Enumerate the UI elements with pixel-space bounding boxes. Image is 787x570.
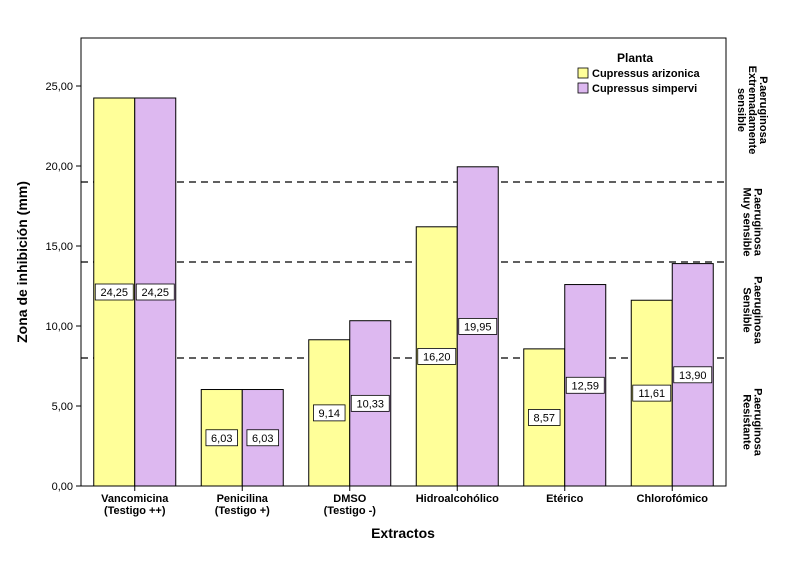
x-tick-label: Vancomicina (Testigo ++) (101, 493, 169, 517)
bar-value-label: 6,03 (252, 433, 273, 445)
bar-label-box (205, 429, 238, 447)
bar-value-label: 19,95 (464, 321, 492, 333)
x-tick-label: Chlorofómico (637, 493, 709, 505)
y-axis-title: Zona de inhibición (mm) (14, 181, 30, 343)
x-tick-label: Penicilina (Testigo +) (215, 493, 270, 517)
y-tick-label: 15,00 (45, 241, 73, 253)
plot-background (81, 38, 726, 486)
bar-value-label: 10,33 (356, 398, 384, 410)
x-tick-label: DMSO (Testigo -) (324, 493, 377, 517)
zone-label: P.aeruginosaSensible (741, 276, 764, 345)
bar-label-box (350, 394, 390, 412)
bar-value-label: 24,25 (100, 287, 128, 299)
bar-label-box (565, 376, 605, 394)
zone-label: P.aeruginosaExtremadamentesensible (735, 66, 769, 155)
y-tick-label: 0,00 (52, 481, 73, 493)
y-tick-label: 10,00 (45, 321, 73, 333)
zone-label: P.aeruginosaMuy sensible (741, 187, 764, 256)
bar-label-box (417, 347, 457, 365)
x-tick-label: Etérico (546, 493, 584, 505)
bar-label-box (632, 384, 672, 402)
bar-value-label: 12,59 (571, 380, 599, 392)
bar-label-box (313, 404, 346, 422)
y-tick-label: 5,00 (52, 401, 73, 413)
bar-value-label: 8,57 (534, 412, 555, 424)
bar-label-box (528, 409, 561, 426)
y-tick-label: 25,00 (45, 81, 73, 93)
x-tick-label: Hidroalcohólico (416, 493, 499, 505)
bar-value-label: 13,90 (679, 370, 707, 382)
legend-swatch (577, 67, 589, 79)
y-tick-label: 20,00 (45, 161, 73, 173)
legend-swatch (577, 82, 589, 94)
bar-label-box (94, 283, 134, 301)
zone-labels: P.aeruginosaExtremadamentesensible P.aeru… (735, 66, 769, 457)
bar-value-label: 24,25 (141, 287, 169, 299)
bar-value-label: 6,03 (211, 433, 232, 445)
legend-item-label: Cupressus simpervi (592, 83, 697, 95)
legend: Planta Cupressus arizonica Cupressus simpe… (577, 51, 700, 95)
bar-label-box (246, 429, 279, 447)
bar-value-label: 11,61 (638, 388, 665, 400)
bar-label-box (673, 366, 713, 384)
bar-value-label: 16,20 (423, 351, 451, 363)
x-axis: Vancomicina (Testigo ++) Penicilina (Testig… (101, 486, 708, 517)
bar-value-labels: 24,25 24,25 6,03 6,03 9,14 10,33 16,20 19,95 8,5… (94, 283, 713, 447)
y-axis: 0,00 5,00 10,00 15,00 20,00 25,00 (45, 81, 81, 493)
legend-item-label: Cupressus arizonica (592, 68, 700, 80)
x-axis-title: Extractos (371, 525, 435, 541)
bar-label-box (135, 283, 175, 301)
plot-frame (80, 37, 727, 487)
bar-value-label: 9,14 (319, 408, 340, 420)
bar-label-box (458, 317, 498, 335)
zone-label: P.aeruginosaResistante (741, 388, 764, 457)
legend-title: Planta (617, 51, 653, 65)
